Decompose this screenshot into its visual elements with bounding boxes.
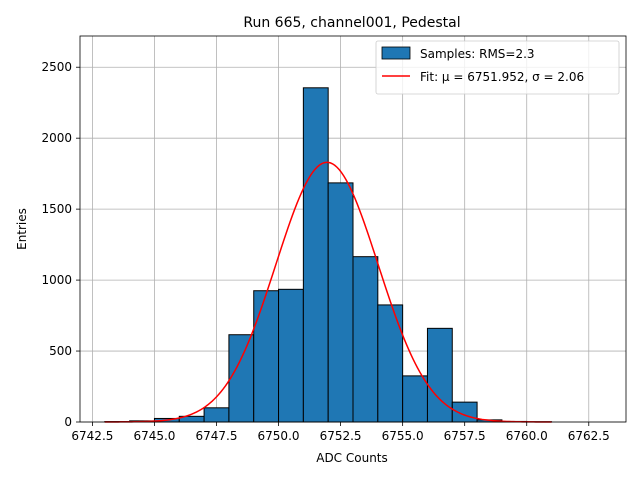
plot-frame bbox=[79, 35, 627, 423]
legend: Samples: RMS=2.3 Fit: μ = 6751.952, σ = … bbox=[375, 40, 620, 95]
x-tick-label-2: 6747.5 bbox=[196, 429, 238, 443]
chart-title: Run 665, channel001, Pedestal bbox=[243, 15, 460, 31]
x-tick-label-5: 6755.0 bbox=[382, 429, 424, 443]
bar-4 bbox=[203, 407, 230, 423]
x-tick-label-7: 6760.0 bbox=[506, 429, 548, 443]
x-axis-label: ADC Counts bbox=[316, 451, 388, 465]
x-tick-label-0: 6742.5 bbox=[71, 429, 113, 443]
bar-8 bbox=[302, 87, 329, 423]
x-tick-label-6: 6757.5 bbox=[444, 429, 486, 443]
y-tick-label-3: 1500 bbox=[41, 202, 72, 216]
legend-samples-label: Samples: RMS=2.3 bbox=[420, 47, 535, 61]
bar-9 bbox=[327, 182, 354, 423]
bar-10 bbox=[352, 256, 379, 423]
y-tick-label-1: 500 bbox=[49, 344, 72, 358]
y-tick-label-0: 0 bbox=[64, 415, 72, 429]
x-axis-ticks: 6742.5 6745.0 6747.5 6750.0 6752.5 6755.0 6757… bbox=[71, 422, 610, 443]
y-tick-label-2: 1000 bbox=[41, 273, 72, 287]
legend-box bbox=[375, 40, 620, 95]
x-tick-label-4: 6752.5 bbox=[320, 429, 362, 443]
bar-6 bbox=[253, 290, 280, 423]
y-axis-ticks: 0 500 1000 1500 2000 2500 bbox=[41, 60, 80, 429]
bar-11 bbox=[377, 304, 404, 423]
legend-samples-patch bbox=[381, 46, 411, 60]
x-tick-label-3: 6750.0 bbox=[258, 429, 300, 443]
bar-5 bbox=[228, 334, 255, 423]
legend-fit-label: Fit: μ = 6751.952, σ = 2.06 bbox=[420, 70, 584, 84]
y-tick-label-5: 2500 bbox=[41, 60, 72, 74]
x-tick-label-8: 6762.5 bbox=[568, 429, 610, 443]
fit-curve bbox=[104, 161, 552, 423]
y-axis-label: Entries bbox=[15, 208, 29, 250]
histogram-bars bbox=[104, 87, 553, 423]
x-tick-label-1: 6745.0 bbox=[133, 429, 175, 443]
bar-12 bbox=[402, 375, 428, 423]
bar-13 bbox=[426, 327, 453, 423]
y-tick-label-4: 2000 bbox=[41, 131, 72, 145]
bar-7 bbox=[278, 288, 304, 423]
